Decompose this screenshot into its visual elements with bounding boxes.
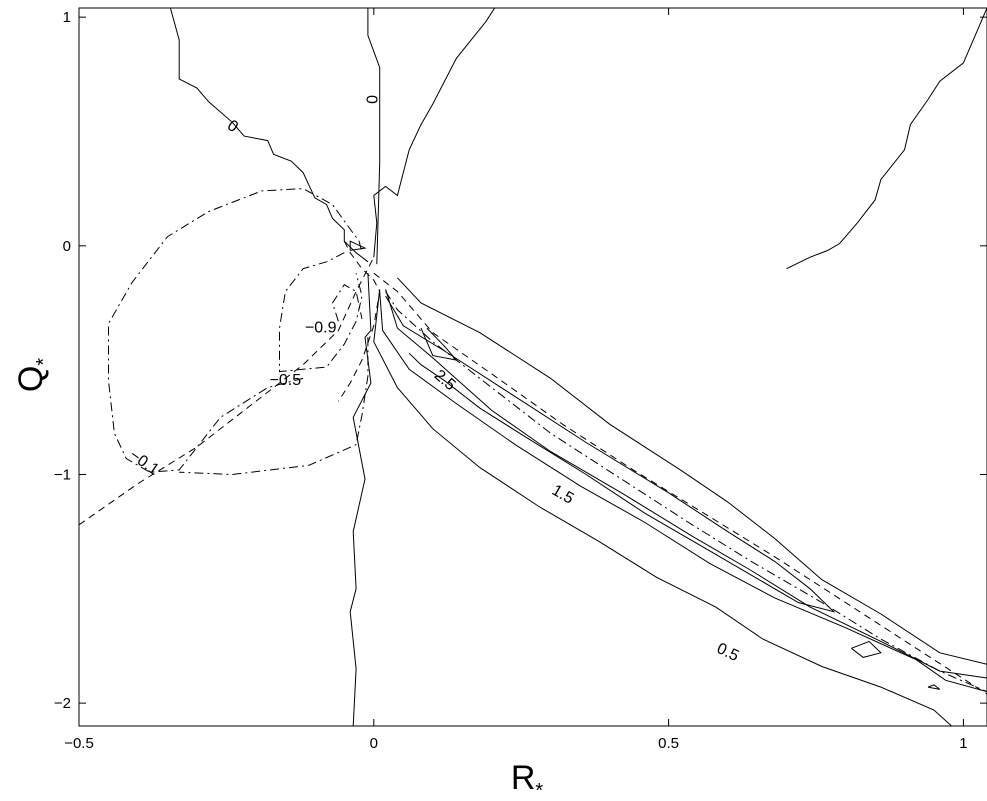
contour-line-solid bbox=[385, 295, 836, 613]
plot-frame bbox=[78, 7, 987, 727]
contour-line-dashdot bbox=[279, 252, 363, 373]
y-tick-label: −2 bbox=[54, 695, 71, 712]
x-tick-label: 1 bbox=[959, 735, 967, 752]
y-tick-label: 0 bbox=[63, 238, 71, 255]
contour-line-solid bbox=[367, 8, 381, 265]
contour-line-solid bbox=[397, 277, 987, 665]
contour-lines bbox=[79, 8, 987, 726]
contour-line-dashdot bbox=[179, 337, 369, 476]
y-tick-label: 1 bbox=[63, 9, 71, 26]
contour-line-dashdot bbox=[385, 291, 987, 693]
y-axis-ticks: 1 0 −1 −2 bbox=[54, 9, 987, 712]
x-axis-title-main: R bbox=[511, 759, 536, 797]
contour-line-solid bbox=[851, 640, 882, 658]
y-axis-title-sub: * bbox=[33, 358, 55, 366]
contour-line-solid bbox=[169, 8, 369, 263]
contour-line-dashdot bbox=[331, 284, 363, 322]
contour-line-solid bbox=[349, 240, 367, 251]
x-axis-title-sub: * bbox=[535, 780, 543, 801]
y-axis-title: Q* bbox=[12, 358, 55, 392]
contour-line-solid bbox=[349, 273, 372, 726]
x-tick-label: 0 bbox=[370, 735, 378, 752]
x-axis-ticks: −0.5 0 0.5 1 bbox=[64, 8, 968, 752]
contour-line-dashed bbox=[337, 240, 381, 402]
x-axis-title: R* bbox=[511, 759, 544, 801]
x-tick-label: 0.5 bbox=[658, 735, 679, 752]
contour-label: −0.5 bbox=[270, 372, 302, 389]
contour-label: 0 bbox=[363, 95, 380, 104]
contour-line-dashed bbox=[373, 272, 987, 695]
contour-line-solid bbox=[379, 291, 987, 693]
y-tick-label: −1 bbox=[54, 466, 71, 483]
contour-line-dashed bbox=[79, 256, 375, 526]
contour-line-solid bbox=[373, 289, 952, 726]
contour-line-solid bbox=[927, 684, 941, 690]
x-tick-label: −0.5 bbox=[64, 735, 94, 752]
y-axis-title-main: Q bbox=[12, 366, 50, 392]
contour-line-solid bbox=[373, 8, 496, 258]
contour-line-solid bbox=[385, 289, 987, 679]
contour-line-solid bbox=[786, 8, 987, 270]
contour-label: −0.9 bbox=[305, 319, 337, 336]
